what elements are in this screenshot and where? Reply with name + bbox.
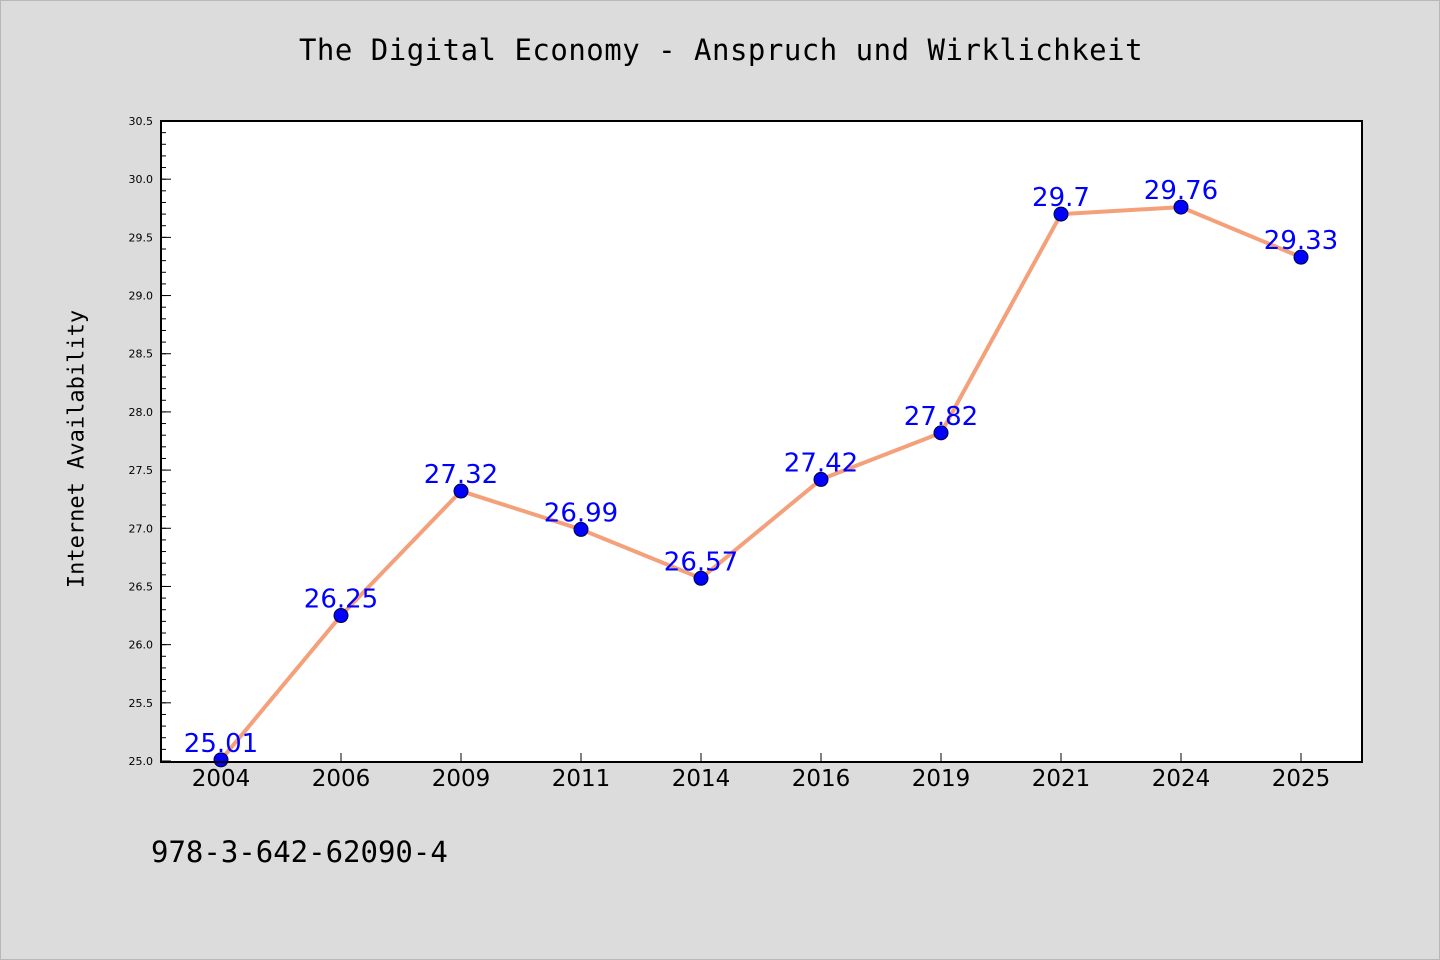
y-tick-label: 26.0	[129, 639, 154, 652]
data-label: 29.7	[1032, 183, 1090, 213]
y-tick-label: 28.5	[129, 348, 154, 361]
data-point	[453, 483, 469, 499]
y-tick-label: 28.0	[129, 406, 154, 419]
y-tick-label: 30.5	[129, 115, 154, 128]
series-polyline	[219, 205, 1303, 762]
data-label: 26.57	[664, 547, 738, 577]
plot-area	[161, 121, 1362, 762]
data-point	[333, 608, 349, 624]
x-tick-label: 2006	[312, 766, 371, 792]
plot-frame	[160, 120, 1363, 763]
chart-title: The Digital Economy - Anspruch und Wirkl…	[298, 33, 1144, 67]
x-tick-label: 2021	[1032, 766, 1091, 792]
y-tick-label: 27.0	[129, 522, 154, 535]
data-point	[1173, 199, 1189, 215]
y-tick-label: 30.0	[129, 173, 154, 186]
data-label: 27.32	[424, 460, 498, 490]
data-label: 26.25	[304, 585, 378, 615]
data-point	[213, 752, 229, 768]
x-tick-label: 2016	[792, 766, 851, 792]
data-point	[813, 471, 829, 487]
x-tick-label: 2025	[1272, 766, 1331, 792]
y-tick-label: 26.5	[129, 580, 154, 593]
data-label: 25.01	[184, 729, 258, 759]
data-label: 29.33	[1264, 226, 1338, 256]
y-axis-ticks: 25.0 25.5 26.0 26.5 27.0 27.5 28.0 28.5 29.0 29.5…	[129, 115, 171, 768]
x-tick-label: 2024	[1152, 766, 1211, 792]
data-point	[693, 570, 709, 586]
data-label: 26.99	[544, 498, 618, 528]
series-line	[219, 205, 1303, 762]
data-label: 27.42	[784, 448, 858, 478]
x-tick-label: 2009	[432, 766, 491, 792]
y-tick-label: 27.5	[129, 464, 154, 477]
y-tick-label: 29.5	[129, 231, 154, 244]
series-markers	[213, 199, 1309, 768]
x-axis-ticks: 2004 2006 2009 2011 2014 2016 2019 2021 2024 2025	[192, 753, 1331, 792]
data-label: 27.82	[904, 402, 978, 432]
data-point	[1053, 206, 1069, 222]
data-point	[933, 425, 949, 441]
data-point	[573, 521, 589, 537]
data-label: 29.76	[1144, 176, 1218, 206]
data-labels: 25.01 26.25 27.32 26.99 26.57 27.42 27.82 29.7 2…	[184, 176, 1338, 759]
isbn-text: 978-3-642-62090-4	[151, 835, 448, 869]
x-tick-label: 2011	[552, 766, 611, 792]
x-tick-label: 2004	[192, 766, 251, 792]
data-point	[1293, 249, 1309, 265]
y-tick-label: 25.0	[129, 755, 154, 768]
y-tick-label: 29.0	[129, 290, 154, 303]
x-tick-label: 2019	[912, 766, 971, 792]
x-tick-label: 2014	[672, 766, 731, 792]
y-tick-label: 25.5	[129, 697, 154, 710]
